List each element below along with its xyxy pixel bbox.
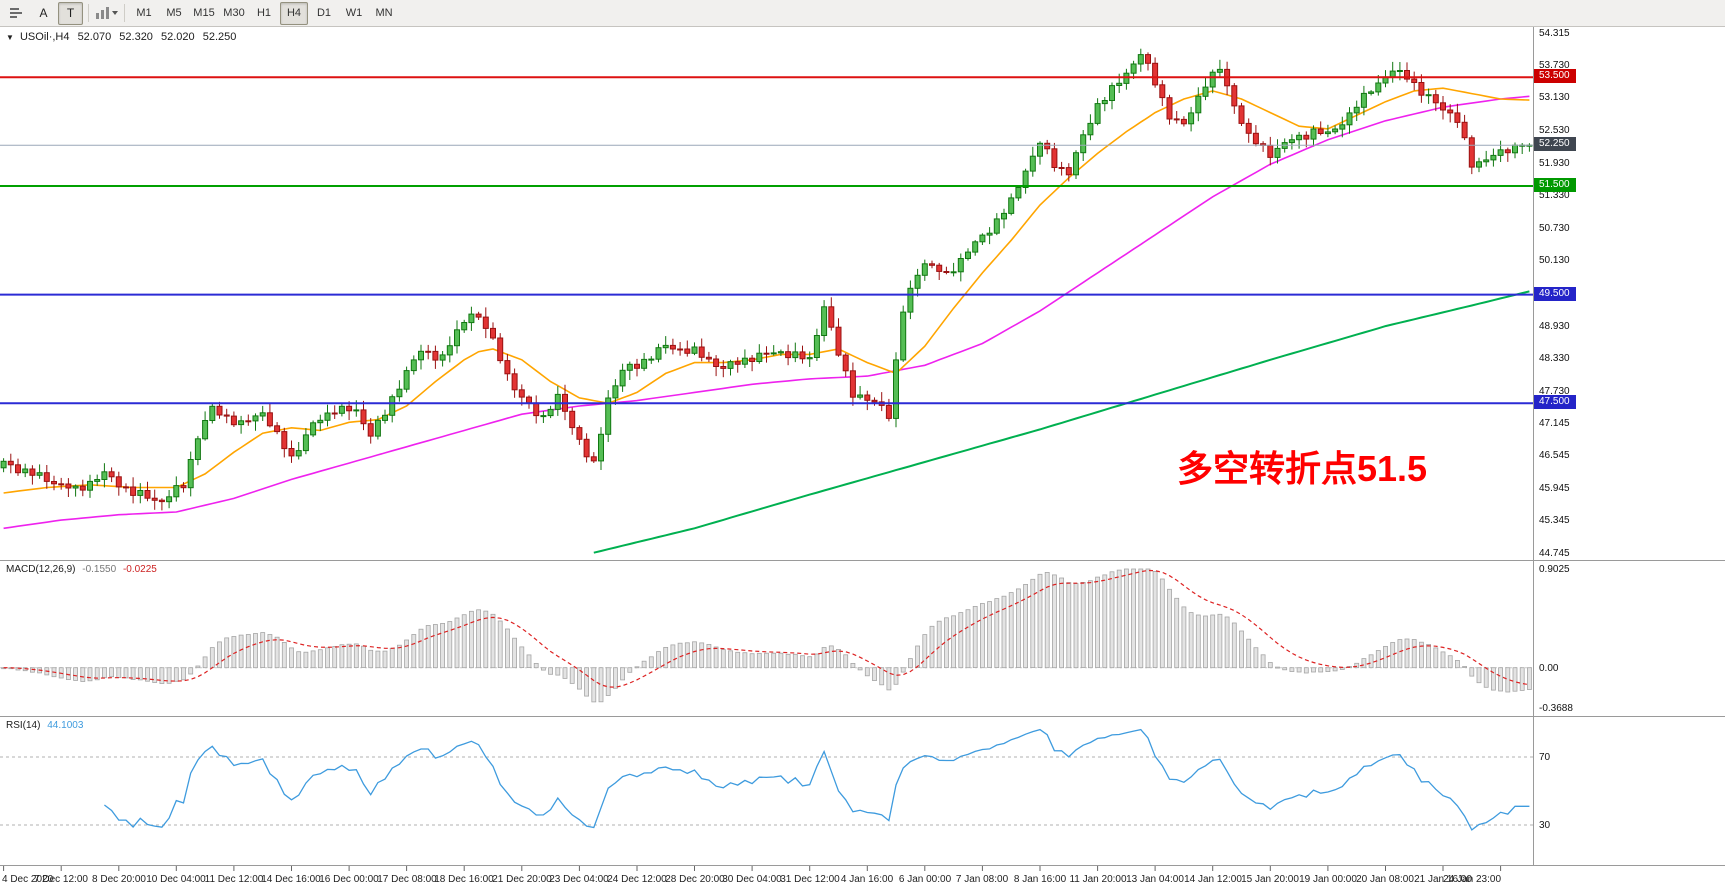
time-axis-label: 13 Jan 04:00 <box>1126 874 1184 885</box>
ohlc-close: 52.250 <box>202 31 237 43</box>
price-axis-label: 52.530 <box>1539 125 1570 136</box>
symbol-marker-icon: ▼ <box>6 33 14 42</box>
price-tag-52.250: 52.250 <box>1534 137 1576 151</box>
timeframe-button-m15[interactable]: M15 <box>193 7 215 19</box>
time-axis-label: 19 Jan 00:00 <box>1299 874 1357 885</box>
macd-chart[interactable] <box>0 561 1533 716</box>
price-axis-label: 50.730 <box>1539 223 1570 234</box>
time-axis-label: 8 Jan 16:00 <box>1013 874 1067 885</box>
price-axis-label: 54.315 <box>1539 28 1570 39</box>
ohlc-low: 52.020 <box>161 31 195 43</box>
price-axis-label: 51.330 <box>1539 190 1570 201</box>
time-axis-label: 28 Dec 20:00 <box>665 874 725 885</box>
timeframe-button-d1[interactable]: D1 <box>316 7 332 19</box>
rsi-value: 44.1003 <box>47 720 84 731</box>
price-axis-label: 53.130 <box>1539 92 1570 103</box>
price-axis-label: 48.330 <box>1539 353 1570 364</box>
time-axis-label: 16 Dec 00:00 <box>319 874 379 885</box>
rsi-label: RSI(14) 44.1003 <box>6 720 87 731</box>
time-axis-label: 21 Jan 16:00 <box>1414 874 1472 885</box>
symbol-title: USOil·,H4 <box>19 31 70 43</box>
macd-indicator-name: MACD(12,26,9) <box>6 564 76 575</box>
time-axis-label: 18 Dec 16:00 <box>434 874 494 885</box>
timeframe-button-h4[interactable]: H4 <box>280 1 308 25</box>
price-tag-49.500: 49.500 <box>1534 287 1576 301</box>
ohlc-open: 52.070 <box>77 31 112 43</box>
chart-header: ▼ USOil·,H4 52.070 52.320 52.020 52.250 <box>6 31 241 43</box>
timeframe-button-m1[interactable]: M1 <box>136 7 152 19</box>
price-axis-label: 51.930 <box>1539 158 1570 169</box>
rsi-chart[interactable] <box>0 717 1533 865</box>
timeframe-button-h1[interactable]: H1 <box>256 7 272 19</box>
price-axis-label: 46.545 <box>1539 450 1570 461</box>
indicators-button[interactable] <box>94 2 119 25</box>
chart-list-icon <box>9 8 22 18</box>
rsi-indicator-name: RSI(14) <box>6 720 41 731</box>
time-axis-label: 4 Jan 16:00 <box>840 874 894 885</box>
indicators-icon <box>95 7 109 19</box>
candlestick-chart[interactable] <box>0 27 1533 560</box>
rsi-axis-label: 70 <box>1539 752 1551 763</box>
macd-axis-label: -0.3688 <box>1539 703 1573 714</box>
time-axis-label: 23 Dec 04:00 <box>549 874 609 885</box>
time-axis[interactable]: 4 Dec 2020 7 Dec 12:00 8 Dec 20:00 10 Dec 0… <box>0 866 1725 894</box>
time-axis-label: 15 Jan 20:00 <box>1241 874 1299 885</box>
time-axis-label: 31 Dec 12:00 <box>780 874 840 885</box>
price-axis-label: 47.145 <box>1539 418 1570 429</box>
time-axis-label: 17 Dec 08:00 <box>377 874 437 885</box>
rsi-axis[interactable]: 70 30 <box>1533 717 1725 865</box>
time-axis-label: 7 Dec 12:00 <box>34 874 88 885</box>
chart-annotation-text[interactable]: 多空转折点51.5 <box>1177 448 1428 489</box>
price-axis-label: 53.730 <box>1539 60 1570 71</box>
macd-label: MACD(12,26,9) -0.1550 -0.0225 <box>6 564 161 575</box>
timeframe-button-m30[interactable]: M30 <box>223 7 245 19</box>
time-axis-label: 14 Jan 12:00 <box>1184 874 1242 885</box>
time-axis-label: 11 Dec 12:00 <box>204 874 264 885</box>
time-axis-label: 7 Jan 08:00 <box>955 874 1009 885</box>
price-tag-53.500: 53.500 <box>1534 69 1576 83</box>
timeframe-toolbar: M1 M5 M15 M30 H1 H4 D1 W1 MN <box>129 1 399 25</box>
macd-signal-value: -0.0225 <box>122 564 157 575</box>
macd-axis-label: 0.9025 <box>1539 564 1570 575</box>
timeframe-button-w1[interactable]: W1 <box>345 7 363 19</box>
toolbar: A T M1 M5 M15 M30 H1 H4 D1 W1 MN <box>0 0 1725 27</box>
time-axis-label: 11 Jan 20:00 <box>1069 874 1127 885</box>
annotate-a-button[interactable]: A <box>39 6 48 20</box>
toolbar-separator <box>124 4 125 22</box>
macd-axis-label: 0.00 <box>1539 663 1559 674</box>
price-tag-47.500: 47.500 <box>1534 395 1576 409</box>
text-label-button[interactable]: T <box>58 1 83 25</box>
macd-axis[interactable]: 0.9025 0.00 -0.3688 <box>1533 561 1725 716</box>
rsi-axis-label: 30 <box>1539 820 1551 831</box>
rsi-window[interactable]: RSI(14) 44.1003 70 30 <box>0 717 1725 866</box>
time-axis-label: 14 Dec 16:00 <box>261 874 321 885</box>
timeframe-button-mn[interactable]: MN <box>375 7 393 19</box>
price-axis-label: 50.130 <box>1539 255 1570 266</box>
price-axis-label: 48.930 <box>1539 321 1570 332</box>
price-axis-label: 45.945 <box>1539 483 1570 494</box>
main-chart-window[interactable]: ▼ USOil·,H4 52.070 52.320 52.020 52.250 … <box>0 27 1725 561</box>
chart-list-icon-button[interactable] <box>4 2 29 25</box>
price-tag-51.500: 51.500 <box>1534 178 1576 192</box>
time-axis-label: 8 Dec 20:00 <box>92 874 146 885</box>
time-axis-label: 10 Dec 04:00 <box>146 874 206 885</box>
toolbar-separator <box>88 4 89 22</box>
macd-window[interactable]: MACD(12,26,9) -0.1550 -0.0225 0.9025 0.00… <box>0 561 1725 717</box>
price-axis-label: 44.745 <box>1539 548 1570 559</box>
time-axis-label: 6 Jan 00:00 <box>898 874 952 885</box>
time-axis-label: 24 Jan 23:00 <box>1443 874 1501 885</box>
time-axis-label: 21 Dec 20:00 <box>492 874 552 885</box>
timeframe-button-m5[interactable]: M5 <box>166 7 182 19</box>
macd-main-value: -0.1550 <box>82 564 117 575</box>
chevron-down-icon <box>111 11 118 15</box>
time-axis-label: 30 Dec 04:00 <box>722 874 782 885</box>
ohlc-high: 52.320 <box>119 31 153 43</box>
time-axis-label: 24 Dec 12:00 <box>607 874 667 885</box>
price-axis-label: 45.345 <box>1539 515 1570 526</box>
time-axis-label: 4 Dec 2020 <box>2 874 54 885</box>
time-axis-label: 20 Jan 08:00 <box>1356 874 1414 885</box>
price-axis[interactable]: 54.315 53.730 53.130 52.530 51.930 51.330 50.7… <box>1533 27 1725 560</box>
price-axis-label: 47.730 <box>1539 386 1570 397</box>
